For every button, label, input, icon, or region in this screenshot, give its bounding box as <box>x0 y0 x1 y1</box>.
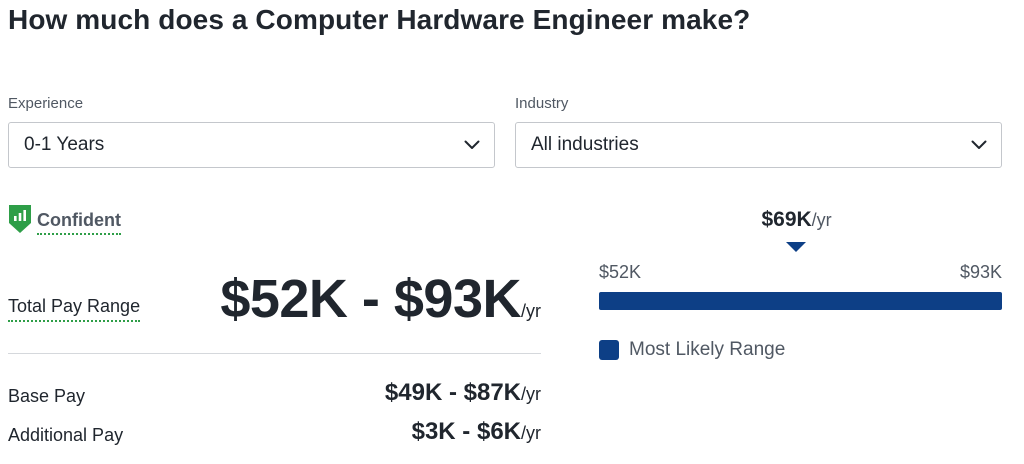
median-marker-icon <box>786 242 807 252</box>
legend-swatch <box>599 340 619 360</box>
base-pay-label: Base Pay <box>8 386 86 406</box>
industry-label: Industry <box>515 95 569 112</box>
additional-pay-range: $3K - $6K <box>411 418 521 445</box>
divider <box>8 353 541 354</box>
range-min-label: $52K <box>599 262 642 282</box>
page-title: How much does a Computer Hardware Engine… <box>8 4 751 35</box>
median-pay-value: $69K <box>761 208 812 231</box>
additional-pay-label: Additional Pay <box>8 425 124 445</box>
base-pay-range: $49K - $87K <box>384 379 521 406</box>
total-pay-label[interactable]: Total Pay Range <box>8 296 141 322</box>
additional-pay-value: $3K - $6K/yr <box>412 418 541 446</box>
confidence-label: Confident <box>37 210 121 235</box>
total-pay-unit: /yr <box>521 301 541 321</box>
median-pay: $69K/yr <box>761 208 831 232</box>
total-pay-value: $52K - $93K/yr <box>220 268 541 330</box>
chevron-down-icon <box>464 140 480 149</box>
base-pay-unit: /yr <box>521 384 541 404</box>
legend-label: Most Likely Range <box>629 339 786 360</box>
range-max-label: $93K <box>959 262 1002 282</box>
experience-select[interactable]: 0-1 Years <box>8 122 495 168</box>
industry-select-value: All industries <box>531 134 639 155</box>
chevron-down-icon <box>971 140 987 149</box>
confidence-indicator[interactable]: Confident <box>8 204 121 235</box>
median-pay-unit: /yr <box>811 210 832 230</box>
experience-label: Experience <box>8 95 84 112</box>
total-pay-range: $52K - $93K <box>220 269 521 329</box>
experience-select-value: 0-1 Years <box>24 134 105 155</box>
legend: Most Likely Range <box>599 339 785 361</box>
shield-bars-icon <box>9 205 31 233</box>
industry-select[interactable]: All industries <box>515 122 1002 168</box>
most-likely-range-bar <box>599 292 1002 310</box>
additional-pay-unit: /yr <box>521 423 541 443</box>
base-pay-value: $49K - $87K/yr <box>385 379 541 407</box>
